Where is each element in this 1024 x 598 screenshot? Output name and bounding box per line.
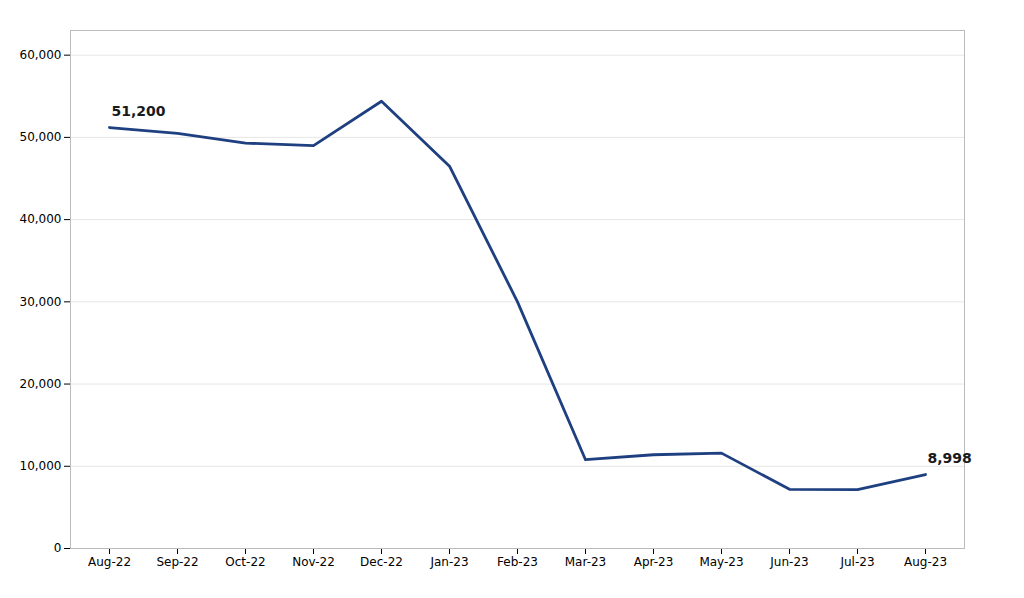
svg-text:51,200: 51,200 bbox=[112, 103, 166, 119]
svg-text:Jun-23: Jun-23 bbox=[769, 555, 808, 569]
svg-text:20,000: 20,000 bbox=[20, 377, 62, 391]
svg-text:50,000: 50,000 bbox=[20, 130, 62, 144]
svg-text:10,000: 10,000 bbox=[20, 459, 62, 473]
svg-text:May-23: May-23 bbox=[699, 555, 743, 569]
svg-text:60,000: 60,000 bbox=[20, 48, 62, 62]
svg-text:Oct-22: Oct-22 bbox=[225, 555, 265, 569]
svg-text:Sep-22: Sep-22 bbox=[156, 555, 198, 569]
svg-text:Aug-23: Aug-23 bbox=[904, 555, 947, 569]
svg-text:Feb-23: Feb-23 bbox=[497, 555, 538, 569]
svg-text:Dec-22: Dec-22 bbox=[360, 555, 403, 569]
svg-text:30,000: 30,000 bbox=[20, 295, 62, 309]
svg-text:Mar-23: Mar-23 bbox=[565, 555, 606, 569]
svg-text:Nov-22: Nov-22 bbox=[292, 555, 335, 569]
svg-text:Jul-23: Jul-23 bbox=[839, 555, 874, 569]
svg-text:40,000: 40,000 bbox=[20, 212, 62, 226]
svg-text:Apr-23: Apr-23 bbox=[634, 555, 674, 569]
svg-text:0: 0 bbox=[54, 541, 62, 555]
svg-text:Jan-23: Jan-23 bbox=[429, 555, 468, 569]
svg-text:Aug-22: Aug-22 bbox=[88, 555, 131, 569]
svg-text:8,998: 8,998 bbox=[928, 450, 972, 466]
